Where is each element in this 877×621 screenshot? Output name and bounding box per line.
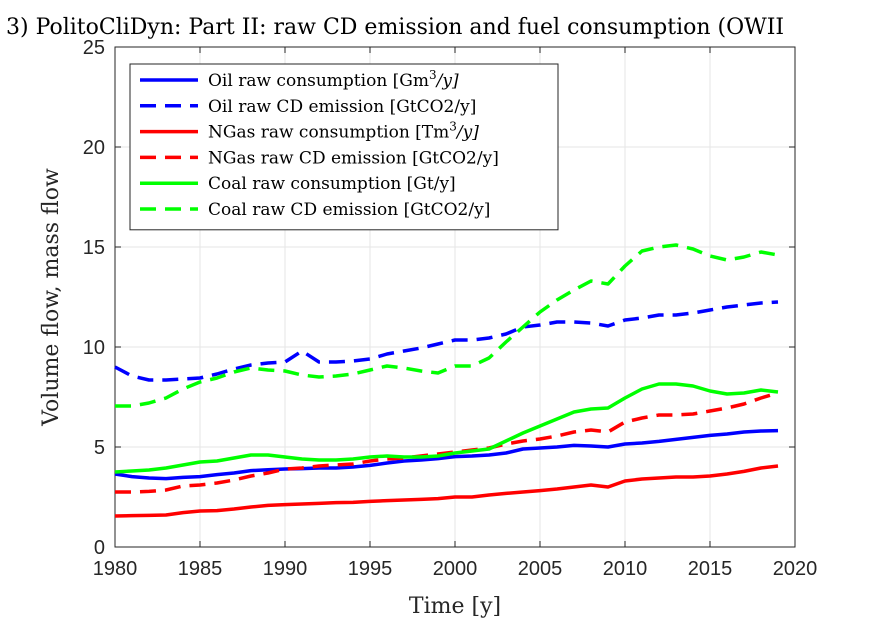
y-tick-label: 20 xyxy=(83,137,105,159)
x-tick-label: 2005 xyxy=(518,558,563,580)
x-tick-label: 2010 xyxy=(603,558,648,580)
legend-label-text: Coal raw CD emission [GtCO2/y] xyxy=(208,200,490,220)
axis-ticks: 1980 1985 1990 1995 2000 2005 2010 2015 20200510… xyxy=(83,37,818,580)
legend-label-text: Oil raw consumption [Gm xyxy=(208,71,429,91)
legend-label-5: Coal raw CD emission [GtCO2/y] xyxy=(208,200,490,220)
legend-label-text: NGas raw consumption [Tm xyxy=(208,123,449,143)
series-line-0 xyxy=(114,428,779,481)
legend-label-3: NGas raw CD emission [GtCO2/y] xyxy=(208,148,499,168)
y-tick-label: 0 xyxy=(94,537,105,559)
legend-label-unit: /y] xyxy=(435,71,459,91)
y-axis-label: Volume flow, mass flow xyxy=(39,168,64,427)
series-line-2 xyxy=(114,464,779,518)
legend-label-2: NGas raw consumption [Tm3/y] xyxy=(208,120,479,143)
x-tick-label: 1990 xyxy=(263,558,308,580)
series-lines xyxy=(114,243,779,518)
legend-label-superscript: 3 xyxy=(429,68,437,82)
legend-label-4: Coal raw consumption [Gt/y] xyxy=(208,174,456,194)
series-line-4 xyxy=(114,382,779,474)
chart-title: 3) PolitoCliDyn: Part II: raw CD emissio… xyxy=(6,15,784,40)
y-tick-label: 25 xyxy=(83,37,105,59)
legend-label-superscript: 3 xyxy=(449,120,457,134)
y-tick-label: 10 xyxy=(83,337,105,359)
y-tick-label: 5 xyxy=(94,437,105,459)
legend-label-text: Coal raw consumption [Gt/y] xyxy=(208,174,456,194)
legend-box xyxy=(129,63,559,231)
series-line-5 xyxy=(115,243,779,408)
x-tick-label: 2020 xyxy=(773,558,818,580)
x-tick-label: 2000 xyxy=(433,558,478,580)
legend-label-0: Oil raw consumption [Gm3/y] xyxy=(208,68,459,91)
x-tick-label: 1995 xyxy=(348,558,393,580)
x-tick-label: 2015 xyxy=(688,558,733,580)
legend-label-text: NGas raw CD emission [GtCO2/y] xyxy=(208,148,499,168)
series-line-1 xyxy=(114,300,779,382)
legend-label-text: Oil raw CD emission [GtCO2/y] xyxy=(208,97,476,117)
x-axis-label: Time [y] xyxy=(409,594,501,619)
legend-label-1: Oil raw CD emission [GtCO2/y] xyxy=(208,97,476,117)
y-tick-label: 15 xyxy=(83,237,105,259)
legend-label-unit: /y] xyxy=(455,123,479,143)
legend: Oil raw consumption [Gm3/y]Oil raw CD em… xyxy=(129,63,559,231)
x-tick-label: 1980 xyxy=(93,558,138,580)
x-tick-label: 1985 xyxy=(178,558,223,580)
